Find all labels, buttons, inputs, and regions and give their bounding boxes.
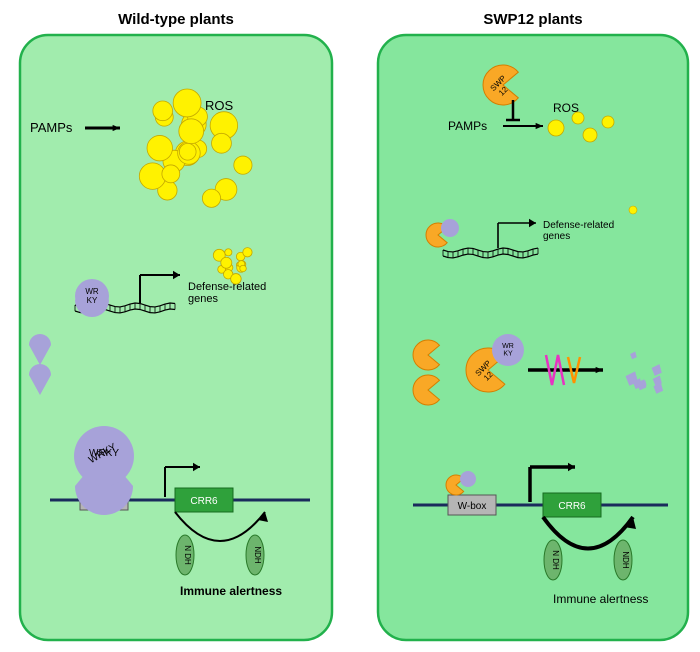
svg-text:W-box: W-box [458, 501, 487, 512]
svg-text:NDH: NDH [621, 551, 630, 569]
svg-text:Immune alertness: Immune alertness [180, 584, 282, 598]
svg-text:CRR6: CRR6 [190, 496, 218, 507]
svg-text:N DH: N DH [551, 550, 560, 570]
svg-text:NDH: NDH [253, 546, 262, 564]
svg-text:Immune alertness: Immune alertness [553, 592, 648, 606]
svg-text:PAMPs: PAMPs [30, 120, 73, 135]
svg-text:WRKY: WRKY [85, 287, 99, 305]
svg-text:PAMPs: PAMPs [448, 119, 487, 133]
svg-text:CRR6: CRR6 [558, 501, 586, 512]
svg-text:SWP12 plants: SWP12 plants [483, 11, 582, 28]
svg-text:N DH: N DH [183, 545, 192, 565]
svg-text:ROS: ROS [205, 98, 234, 113]
svg-text:WRKY: WRKY [502, 343, 514, 358]
svg-text:Wild-type plants: Wild-type plants [118, 11, 234, 28]
